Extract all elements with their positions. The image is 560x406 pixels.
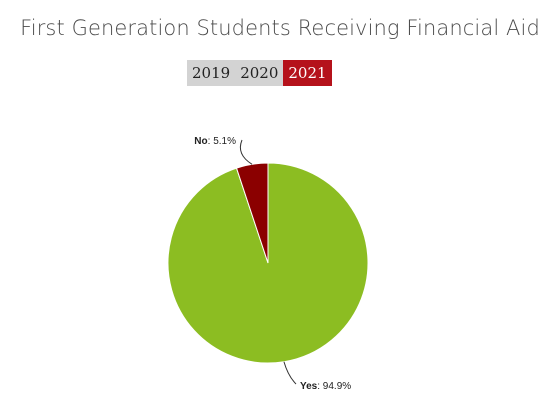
chart-title: First Generation Students Receiving Fina… (20, 16, 540, 40)
tab-2019[interactable]: 2019 (187, 60, 236, 86)
tab-2020[interactable]: 2020 (235, 60, 284, 86)
connector-no (239, 139, 253, 165)
slice-label-yes: Yes: 94.9% (300, 381, 351, 392)
year-tabs: 2019 2020 2021 (187, 60, 332, 86)
slice-label-no: No: 5.1% (194, 136, 236, 147)
tab-2021[interactable]: 2021 (283, 60, 332, 86)
connector-yes (283, 361, 297, 385)
pie-slice-yes[interactable] (167, 162, 369, 364)
